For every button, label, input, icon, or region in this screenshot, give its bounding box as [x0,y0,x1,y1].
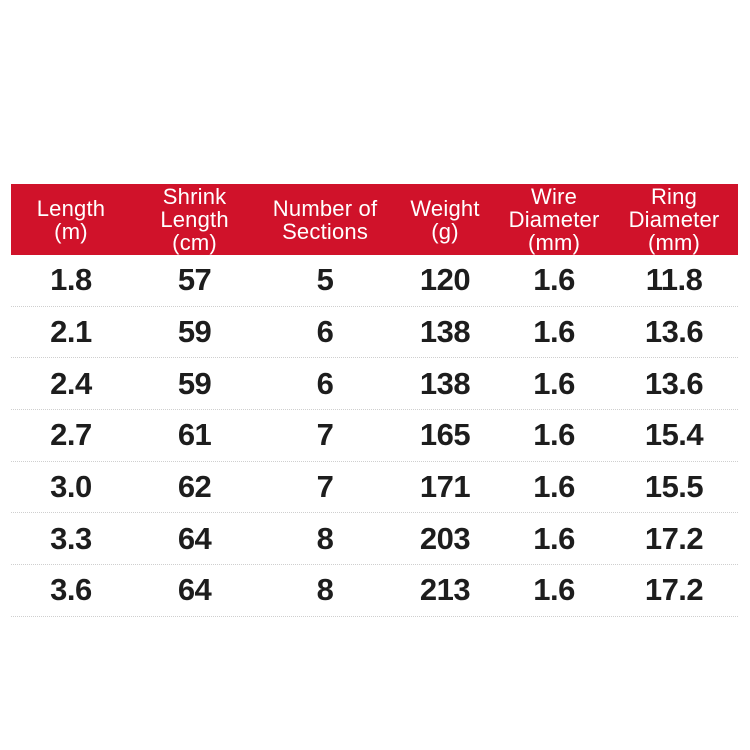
table-cell: 64 [177,572,212,608]
table-cell: 17.2 [644,520,704,556]
table-cell: 17.2 [644,572,704,608]
table-cell: 7 [316,469,334,505]
table-row: 2.4 59 6 138 1.6 13.6 [11,358,738,411]
column-header: Ring Diameter (mm) [628,184,720,255]
table-cell: 2.1 [50,314,92,350]
table-cell: 6 [316,314,334,350]
table-cell: 59 [177,365,212,401]
table-cell: 1.6 [533,365,575,401]
spec-table: Length (m) Shrink Length (cm) Number of Se… [11,184,738,617]
table-cell: 138 [419,314,471,350]
table-cell: 203 [419,520,471,556]
table-cell: 8 [316,520,334,556]
table-row: 1.8 57 5 120 1.6 11.8 [11,255,738,307]
table-cell: 64 [177,520,212,556]
table-header-row: Length (m) Shrink Length (cm) Number of Se… [11,184,738,255]
table-cell: 62 [177,469,212,505]
table-cell: 213 [419,572,471,608]
table-cell: 1.6 [533,417,575,453]
table-cell: 7 [316,417,334,453]
table-cell: 1.6 [533,520,575,556]
column-header: Shrink Length (cm) [160,184,229,255]
table-cell: 1.6 [533,572,575,608]
table-cell: 61 [177,417,212,453]
table-row: 3.0 62 7 171 1.6 15.5 [11,462,738,514]
table-cell: 120 [419,262,471,298]
table-cell: 1.6 [533,262,575,298]
table-row: 3.6 64 8 213 1.6 17.2 [11,565,738,617]
table-cell: 171 [419,469,471,505]
column-header: Length (m) [36,195,106,244]
table-cell: 13.6 [644,314,704,350]
table-cell: 138 [419,365,471,401]
table-cell: 1.8 [50,262,92,298]
table-cell: 1.6 [533,469,575,505]
column-header: Number of Sections [272,195,378,244]
table-cell: 59 [177,314,212,350]
table-cell: 165 [419,417,471,453]
table-cell: 57 [177,262,212,298]
table-cell: 2.4 [50,365,92,401]
table-cell: 2.7 [50,417,92,453]
table-cell: 3.3 [50,520,92,556]
table-row: 2.1 59 6 138 1.6 13.6 [11,307,738,359]
table-cell: 15.4 [644,417,704,453]
table-cell: 1.6 [533,314,575,350]
table-cell: 15.5 [644,469,704,505]
table-cell: 11.8 [645,262,703,298]
table-cell: 13.6 [644,365,704,401]
table-body: 1.8 57 5 120 1.6 11.8 2.1 59 6 138 1.6 13.6 2.4 59 6 13… [11,255,738,617]
table-row: 3.3 64 8 203 1.6 17.2 [11,513,738,566]
table-cell: 8 [316,572,334,608]
column-header: Weight (g) [410,195,480,244]
table-cell: 6 [316,365,334,401]
table-cell: 3.0 [50,469,92,505]
table-cell: 5 [316,262,334,298]
column-header: Wire Diameter (mm) [508,184,600,255]
table-row: 2.7 61 7 165 1.6 15.4 [11,410,738,462]
table-cell: 3.6 [50,572,92,608]
